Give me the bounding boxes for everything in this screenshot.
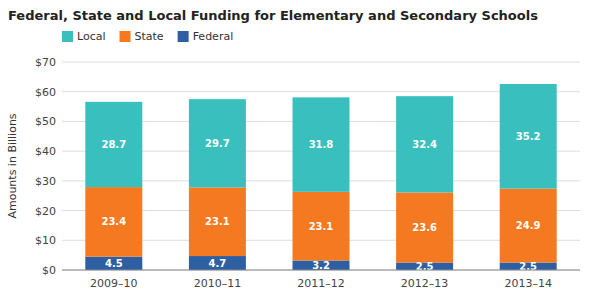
data-label: 23.1 (309, 221, 334, 232)
y-tick-label: $40 (35, 145, 56, 158)
data-label: 23.6 (412, 222, 437, 233)
x-tick-label: 2013–14 (504, 277, 552, 290)
legend-label: State (135, 30, 164, 43)
bar-segment (396, 192, 453, 262)
data-label: 31.8 (309, 139, 334, 150)
x-tick-label: 2012–13 (401, 277, 449, 290)
bar-segment (293, 97, 350, 191)
data-label: 32.4 (412, 139, 437, 150)
bar-segment (85, 257, 142, 270)
bar-segment (189, 256, 246, 270)
bars (85, 84, 556, 270)
y-tick-label: $0 (42, 264, 56, 277)
data-label: 3.2 (312, 260, 330, 271)
data-label: 24.9 (516, 220, 541, 231)
legend-label: Federal (193, 30, 234, 43)
grid-line (62, 62, 580, 63)
data-label: 35.2 (516, 131, 541, 142)
data-label: 23.4 (101, 216, 126, 227)
data-labels: 4.54.73.22.52.523.423.123.123.624.928.72… (101, 131, 540, 272)
y-axis-label: Amounts in Billions (6, 113, 19, 218)
legend-label: Local (77, 30, 106, 43)
y-tick-label: $50 (35, 115, 56, 128)
bar-segment (189, 99, 246, 187)
bar-segment (293, 192, 350, 261)
title: Federal, State and Local Funding for Ele… (8, 8, 538, 23)
y-tick-label: $20 (35, 205, 56, 218)
y-tick-label: $10 (35, 234, 56, 247)
y-tick-label: $60 (35, 86, 56, 99)
legend-swatch (120, 31, 131, 42)
bar-segment (85, 102, 142, 187)
bar-segment (293, 260, 350, 270)
data-label: 4.7 (209, 258, 227, 269)
y-tick-label: $30 (35, 175, 56, 188)
data-label: 4.5 (105, 258, 123, 269)
x-tick-label: 2010–11 (194, 277, 242, 290)
grid-line (62, 270, 580, 271)
legend: Local State Federal (62, 30, 233, 43)
x-tick-label: 2009–10 (90, 277, 138, 290)
bar-segment (396, 96, 453, 192)
y-tick-label: $70 (35, 56, 56, 69)
data-label: 23.1 (205, 216, 230, 227)
chart: Federal, State and Local Funding for Ele… (0, 0, 594, 300)
x-tick-label: 2011–12 (297, 277, 345, 290)
data-label: 28.7 (101, 139, 126, 150)
data-label: 29.7 (205, 138, 230, 149)
legend-swatch (178, 31, 189, 42)
bar-segment (189, 187, 246, 256)
legend-swatch (62, 31, 73, 42)
bar-segment (500, 189, 557, 263)
bar-segment (85, 187, 142, 257)
grid (62, 62, 580, 270)
bar-segment (500, 84, 557, 189)
x-axis-line (62, 270, 580, 271)
